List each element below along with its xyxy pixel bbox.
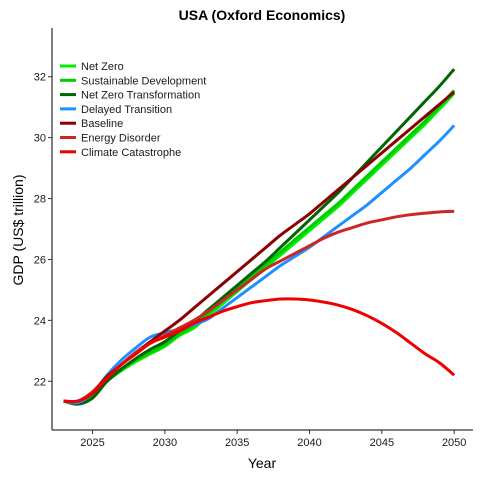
y-tick-label: 30 bbox=[34, 133, 46, 145]
x-tick-label: 2025 bbox=[80, 437, 104, 449]
series-line-net-zero-transformation bbox=[63, 68, 456, 406]
plot-area: 2025 2030 2035 2040 2045 2050 22 24 26 28 30 32 bbox=[34, 28, 473, 449]
legend-label-energy-disorder: Energy Disorder bbox=[81, 133, 161, 145]
x-tick-label: 2045 bbox=[370, 437, 394, 449]
y-tick-label: 22 bbox=[34, 376, 46, 388]
x-tick-label: 2040 bbox=[297, 437, 321, 449]
series-line-delayed-transition bbox=[63, 124, 456, 405]
series-lines bbox=[63, 68, 456, 406]
y-tick-label: 28 bbox=[34, 194, 46, 206]
x-tick-label: 2035 bbox=[225, 437, 249, 449]
legend-label-climate-catastrophe: Climate Catastrophe bbox=[81, 147, 181, 159]
series-line-climate-catastrophe bbox=[63, 297, 456, 404]
chart-title: USA (Oxford Economics) bbox=[179, 7, 346, 23]
legend-label-delayed-transition: Delayed Transition bbox=[81, 104, 172, 116]
y-axis-ticks: 22 24 26 28 30 32 bbox=[34, 72, 52, 388]
legend-label-baseline: Baseline bbox=[81, 118, 123, 130]
x-tick-label: 2050 bbox=[442, 437, 466, 449]
legend-label-sustainable-development: Sustainable Development bbox=[81, 75, 206, 87]
y-tick-label: 32 bbox=[34, 72, 46, 84]
legend-label-net-zero: Net Zero bbox=[81, 61, 124, 73]
x-tick-label: 2030 bbox=[153, 437, 177, 449]
y-axis-title: GDP (US$ trillion) bbox=[10, 175, 26, 286]
legend: Net Zero Sustainable Development Net Zero … bbox=[60, 61, 206, 159]
y-tick-label: 26 bbox=[34, 254, 46, 266]
y-tick-label: 24 bbox=[34, 315, 46, 327]
legend-label-net-zero-transformation: Net Zero Transformation bbox=[81, 90, 200, 102]
x-axis-ticks: 2025 2030 2035 2040 2045 2050 bbox=[80, 430, 466, 449]
x-axis-title: Year bbox=[248, 455, 277, 471]
